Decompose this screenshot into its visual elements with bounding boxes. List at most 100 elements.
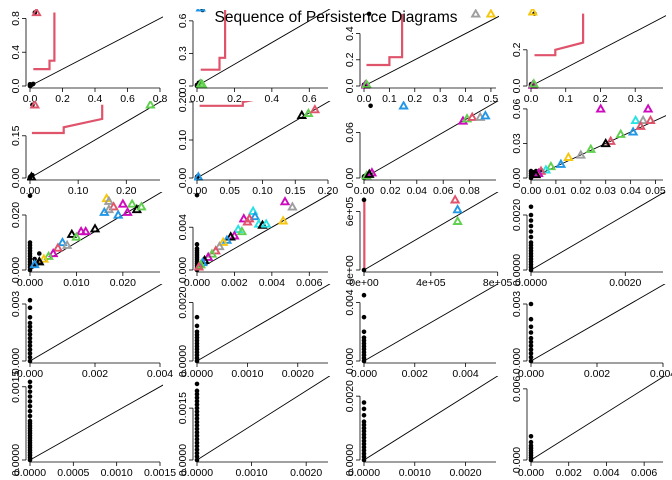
dim1-point bbox=[364, 168, 375, 178]
x-tick-label: 0.6 bbox=[120, 93, 135, 105]
x-tick-label: 0.000 bbox=[518, 368, 544, 380]
dim1-path bbox=[31, 104, 104, 135]
diagonal-line bbox=[29, 16, 163, 87]
x-tick-label: 0.000 bbox=[518, 467, 544, 479]
dim1-point bbox=[31, 9, 42, 17]
y-tick-label: 0.03 bbox=[511, 133, 523, 154]
plot-area bbox=[27, 284, 163, 364]
x-tick-label: 0.5 bbox=[484, 93, 499, 105]
x-tick-label: 0.0 bbox=[524, 93, 539, 105]
diagonal-line bbox=[363, 284, 499, 362]
dim0-point bbox=[194, 423, 200, 428]
dim1-point bbox=[194, 261, 205, 271]
diagonal-line bbox=[196, 192, 331, 271]
x-tick-label: 0.1 bbox=[558, 93, 573, 105]
panel-p34: 0.0000 0.0020 0.0000 0.0020 bbox=[511, 192, 666, 289]
y-tick-label: 0.004 bbox=[177, 214, 189, 240]
dim0-point bbox=[27, 358, 33, 364]
y-tick-label: 0.0015 bbox=[10, 371, 22, 403]
dim0-point bbox=[361, 413, 367, 418]
dim1-path bbox=[534, 13, 585, 57]
panel-p42: 0.0000 0.0010 0.0020 0.0000 0.0020 bbox=[177, 284, 331, 380]
dim1-point bbox=[540, 164, 552, 174]
dim1-point bbox=[485, 9, 497, 18]
x-tick-label: 0.03 bbox=[595, 185, 616, 197]
x-tick-label: 0.2 bbox=[593, 93, 608, 105]
dim0-point bbox=[528, 301, 534, 307]
dim0-point bbox=[194, 419, 200, 425]
x-tick-label: 0.00 bbox=[187, 185, 208, 197]
dim1-point bbox=[202, 251, 214, 261]
dim1-point bbox=[112, 209, 124, 219]
plot-area bbox=[27, 192, 163, 273]
dim1-point bbox=[195, 78, 206, 88]
x-tick-label: 0.020 bbox=[110, 277, 136, 289]
y-tick-label: 0.004 bbox=[344, 289, 356, 315]
dim0-point bbox=[194, 426, 200, 432]
plot-area bbox=[194, 376, 331, 463]
dim0-point bbox=[194, 381, 200, 387]
y-tick-label: 0.4 bbox=[344, 26, 356, 41]
dim1-point bbox=[309, 104, 321, 114]
dim1-point bbox=[635, 120, 646, 130]
plot-area bbox=[27, 101, 163, 181]
diagonal-line bbox=[29, 284, 163, 362]
dim1-point bbox=[545, 160, 557, 171]
dim1-point bbox=[117, 198, 129, 208]
dim1-path bbox=[200, 10, 227, 71]
dim0-point bbox=[361, 432, 367, 437]
panel-p53: 0.0000 0.0010 0.0020 0.0000 0.0020 bbox=[344, 376, 499, 479]
dim1-point bbox=[29, 258, 40, 269]
plot-area bbox=[528, 192, 666, 273]
dim0-point bbox=[528, 347, 534, 352]
x-tick-label: 0.4 bbox=[458, 93, 473, 105]
y-tick-label: 0.006 bbox=[511, 376, 523, 402]
x-tick-label: 0.06 bbox=[433, 185, 454, 197]
y-tick-label: 0.0000 bbox=[177, 444, 189, 476]
dim1-point bbox=[563, 151, 574, 161]
y-tick-label: 0.020 bbox=[10, 202, 22, 228]
x-tick-label: 0.00 bbox=[521, 185, 542, 197]
dim1-point bbox=[630, 114, 641, 125]
dim0-point bbox=[27, 354, 33, 360]
dim0-point bbox=[27, 379, 33, 385]
y-tick-label: 0e+00 bbox=[344, 255, 356, 285]
dim0-point bbox=[366, 11, 372, 17]
plot-area bbox=[194, 192, 331, 273]
dim0-point bbox=[528, 324, 534, 330]
dim0-point bbox=[194, 388, 200, 394]
x-tick-label: 0.0020 bbox=[282, 368, 314, 380]
x-tick-label: 0.0 bbox=[357, 93, 372, 105]
dim0-point bbox=[194, 430, 200, 435]
dim0-point bbox=[27, 384, 33, 390]
dim1-point bbox=[238, 213, 250, 223]
dim0-point bbox=[528, 443, 534, 449]
dim0-point bbox=[368, 103, 373, 109]
dim1-point bbox=[277, 215, 289, 225]
dim0-point bbox=[528, 433, 534, 439]
plot-area bbox=[194, 101, 331, 181]
dim0-point bbox=[528, 339, 534, 345]
x-tick-label: 0.8 bbox=[153, 93, 168, 105]
panel-p41: 0.000 0.002 0.004 0.000 0.003 bbox=[10, 284, 173, 380]
diagonal-line bbox=[530, 284, 666, 362]
dim0-point bbox=[194, 323, 200, 329]
plot-area bbox=[361, 284, 499, 364]
dim1-point bbox=[195, 9, 206, 12]
dim1-point bbox=[47, 247, 59, 258]
y-tick-label: 0.6 bbox=[177, 13, 189, 28]
dim1-point bbox=[103, 203, 115, 214]
dim1-point bbox=[361, 78, 372, 89]
dim0-point bbox=[194, 440, 200, 446]
x-tick-label: 0.0020 bbox=[449, 467, 481, 479]
dim1-point bbox=[221, 234, 233, 244]
dim0-point bbox=[361, 428, 367, 434]
figure-title: Sequence of Persistence Diagrams bbox=[215, 9, 458, 26]
dim1-point bbox=[136, 201, 147, 211]
x-tick-label: 0.01 bbox=[546, 185, 567, 197]
dim0-point bbox=[194, 329, 200, 335]
dim0-point bbox=[27, 408, 33, 414]
dim1-point bbox=[71, 231, 82, 241]
x-tick-label: 0.0000 bbox=[181, 467, 213, 479]
dim1-point bbox=[38, 253, 50, 263]
